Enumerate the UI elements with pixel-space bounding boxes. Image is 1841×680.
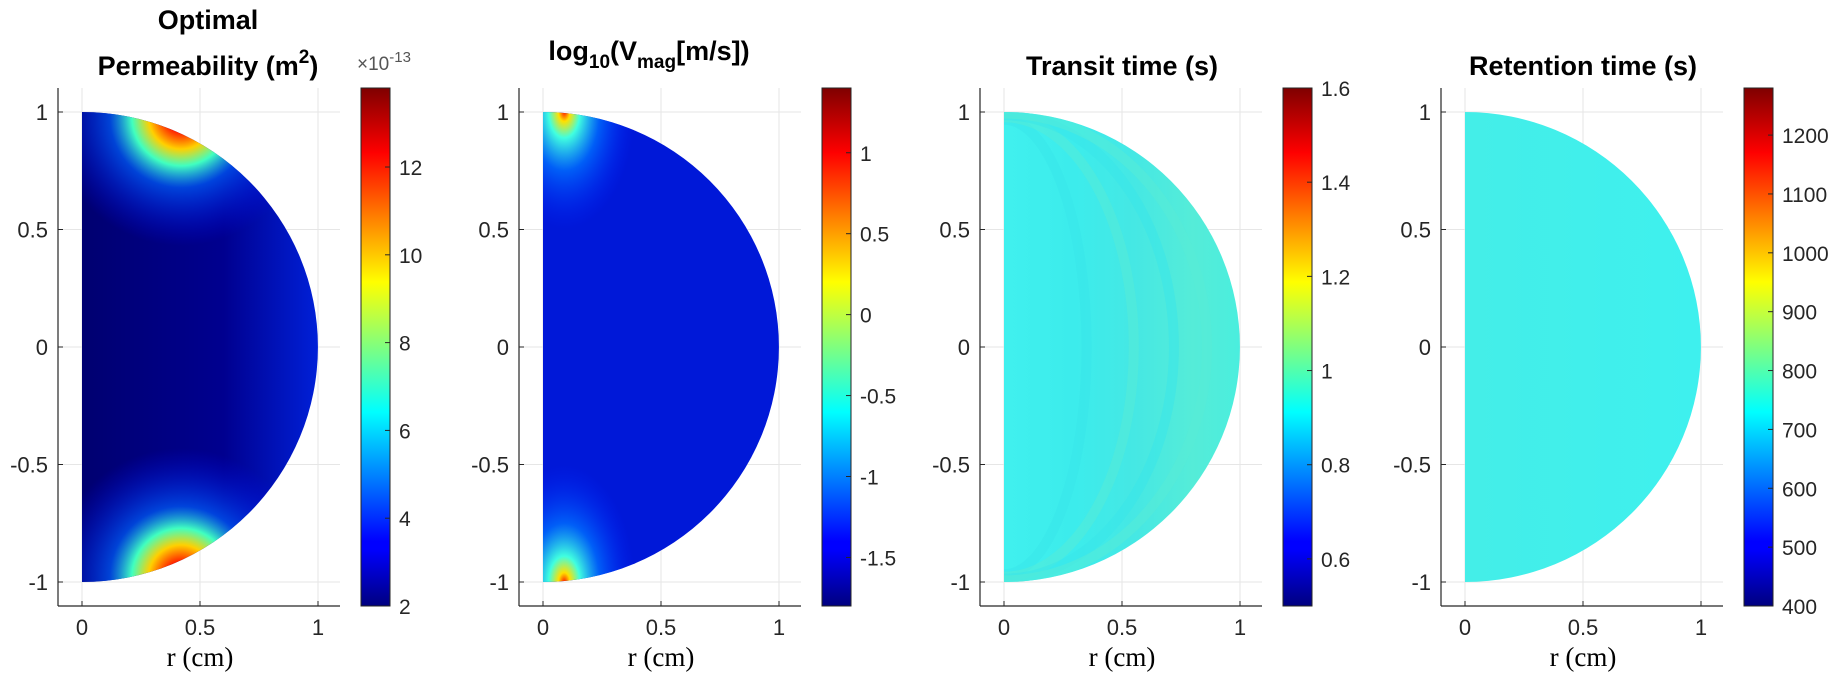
colorbar-tick-label: 1.6 [1321,78,1350,101]
x-tick-label: 1 [1695,615,1707,640]
heatmap-field [1465,112,1701,582]
x-axis-label: r (cm) [1550,642,1617,672]
colorbar-tick-label: 1 [1321,361,1333,384]
y-tick-label: 0 [36,335,48,360]
heatmap-field [82,112,318,582]
y-tick-label: -1 [28,570,48,595]
y-tick-label: -0.5 [471,453,509,478]
panel-2: 0 0.5 1 1 0.5 0 -0.5 -1 r (cm) log10(Vmag[m/s]) 1 0… [471,36,896,672]
colorbar-tick-label: -1.5 [860,547,896,570]
y-tick-label: 0 [958,335,970,360]
colorbar [1743,87,1774,607]
y-tick-label: -1 [1411,570,1431,595]
x-tick-label: 0 [1459,615,1471,640]
colorbar-tick-label: -0.5 [860,386,896,409]
colorbar-tick-label: 500 [1782,537,1817,560]
colorbar-exponent: ×10-13 [357,49,411,75]
colorbar-tick-label: 1000 [1782,243,1829,266]
colorbar-tick-label: 2 [399,596,411,619]
colorbar-tick-label: 0.5 [860,224,889,247]
y-tick-label: -1 [950,570,970,595]
field-hot-bottom [543,347,685,582]
colorbar-tick-label: 700 [1782,419,1817,442]
colorbar-tick-label: 400 [1782,596,1817,619]
colorbar-tick-label: 1100 [1782,184,1827,207]
field-band [1004,112,1212,582]
y-tick-label: -1 [489,570,509,595]
colorbar-tick-label: 0.8 [1321,455,1350,478]
chart-title: Transit time (s) [1026,51,1218,81]
y-tick-label: -0.5 [932,453,970,478]
chart-title: Retention time (s) [1469,51,1697,81]
field-base [1465,112,1701,582]
field-band [1004,112,1179,582]
colorbar-tick-label: 4 [399,508,411,531]
y-tick-label: 1 [958,100,970,125]
x-tick-label: 0.5 [646,615,677,640]
colorbar-tick-label: 0 [860,305,872,328]
x-tick-label: 0 [998,615,1010,640]
x-tick-label: 0.5 [1568,615,1599,640]
chart-title: log10(Vmag[m/s]) [548,36,749,73]
colorbar [821,87,852,607]
x-axis-label: r (cm) [167,642,234,672]
y-tick-label: 1 [1419,100,1431,125]
y-tick-label: 0.5 [939,218,970,243]
colorbar-tick-label: 600 [1782,478,1817,501]
colorbar-tick-label: -1 [860,467,879,490]
field-band [1004,114,1092,580]
x-tick-label: 0.5 [185,615,216,640]
colorbar-tick-label: 10 [399,245,422,268]
y-tick-label: 0 [497,335,509,360]
colorbar-tick-label: 12 [399,157,422,180]
colorbar-tick-label: 1.4 [1321,172,1351,195]
panel-1: 0 0.5 1 1 0.5 0 -0.5 -1 r (cm) Optimal Permeabilit… [10,5,422,672]
x-tick-label: 0 [76,615,88,640]
x-axis-label: r (cm) [628,642,695,672]
x-tick-label: 1 [312,615,324,640]
x-tick-label: 0 [537,615,549,640]
chart-title-line2: Permeability (m2) [98,47,319,81]
field-hot-top [543,112,685,347]
field-hot-top [82,112,318,347]
y-tick-label: 1 [36,100,48,125]
colorbar-tick-label: 1200 [1782,125,1829,148]
chart-title-line1: Optimal [158,5,259,35]
heatmap-field [543,112,779,582]
x-tick-label: 0.5 [1107,615,1138,640]
colorbar-tick-label: 1 [860,143,872,166]
y-tick-label: -0.5 [1393,453,1431,478]
y-tick-label: 0.5 [478,218,509,243]
colorbar-tick-label: 6 [399,420,411,443]
field-band [1004,112,1139,582]
y-tick-label: -0.5 [10,453,48,478]
heatmap-field [1004,112,1240,582]
colorbar [1282,87,1313,607]
y-tick-label: 0.5 [17,218,48,243]
colorbar [360,87,391,607]
x-axis-label: r (cm) [1089,642,1156,672]
y-tick-label: 0.5 [1400,218,1431,243]
colorbar-tick-label: 8 [399,333,411,356]
x-tick-label: 1 [1234,615,1246,640]
colorbar-tick-label: 0.6 [1321,549,1350,572]
panel-3: 0 0.5 1 1 0.5 0 -0.5 -1 r (cm) Transit time (s) 1.… [932,51,1351,672]
panel-4: 0 0.5 1 1 0.5 0 -0.5 -1 r (cm) Retention time (s)… [1393,51,1829,672]
field-hot-bottom [82,347,318,582]
colorbar-tick-label: 800 [1782,361,1817,384]
y-tick-label: 1 [497,100,509,125]
y-tick-label: 0 [1419,335,1431,360]
colorbar-tick-label: 1.2 [1321,266,1350,289]
x-tick-label: 1 [773,615,785,640]
colorbar-tick-label: 900 [1782,302,1817,325]
